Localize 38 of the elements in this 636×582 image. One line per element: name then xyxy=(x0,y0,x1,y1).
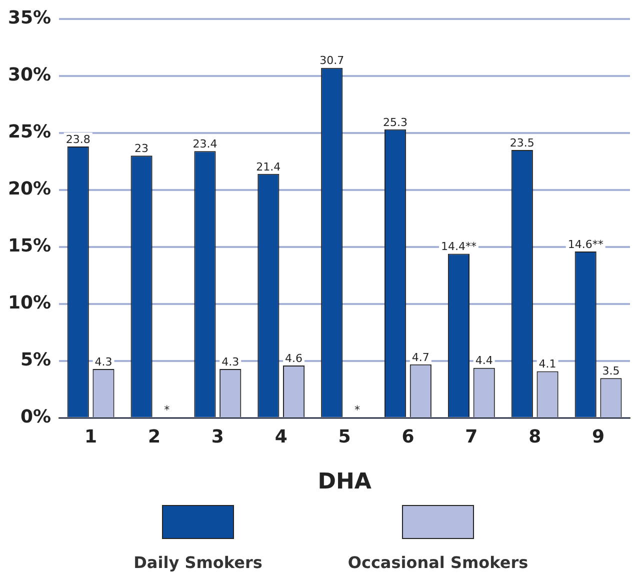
y-tick-label: 30% xyxy=(8,64,52,86)
y-tick-label: 10% xyxy=(8,292,52,314)
data-label: 23.5 xyxy=(510,136,534,150)
legend-label: Occasional Smokers xyxy=(348,553,528,572)
text: * xyxy=(164,403,170,416)
y-tick-label: 0% xyxy=(20,406,52,428)
x-tick-label: 8 xyxy=(528,426,542,448)
data-label: 4.6 xyxy=(285,352,303,365)
x-axis-title: DHA xyxy=(318,470,372,495)
text: * xyxy=(354,403,360,416)
data-label: 4.1 xyxy=(538,358,556,371)
data-label: 25.3 xyxy=(383,116,408,129)
x-tick-label: 3 xyxy=(211,426,224,448)
data-label: 23.4 xyxy=(192,137,218,150)
data-label: 14.6** xyxy=(568,238,604,251)
data-label: 21.4 xyxy=(256,160,281,174)
data-label: 30.7 xyxy=(320,54,344,68)
y-tick-label: 5% xyxy=(20,350,52,371)
y-tick-label: 20% xyxy=(8,178,52,200)
data-label: 4.7 xyxy=(412,350,430,364)
x-tick-label: 2 xyxy=(148,426,160,448)
legend-label: Daily Smokers xyxy=(134,553,262,572)
data-label: 4.4 xyxy=(475,354,493,368)
y-tick-label: 25% xyxy=(8,122,52,143)
data-label: 4.3 xyxy=(222,355,240,368)
x-tick-label: 9 xyxy=(592,426,605,448)
x-tick-label: 6 xyxy=(402,426,414,448)
x-tick-label: 7 xyxy=(465,426,478,448)
data-label: 3.5 xyxy=(602,364,620,378)
x-tick-label: 5 xyxy=(338,426,351,448)
data-label: 4.3 xyxy=(94,355,112,368)
data-label: 23 xyxy=(134,142,149,156)
data-label: 14.4** xyxy=(440,240,477,254)
y-tick-label: 15% xyxy=(8,236,52,257)
y-tick-label: 35% xyxy=(8,7,52,28)
x-tick-label: 1 xyxy=(84,426,98,448)
data-label: 23.8 xyxy=(66,132,90,146)
x-tick-label: 4 xyxy=(274,426,288,448)
